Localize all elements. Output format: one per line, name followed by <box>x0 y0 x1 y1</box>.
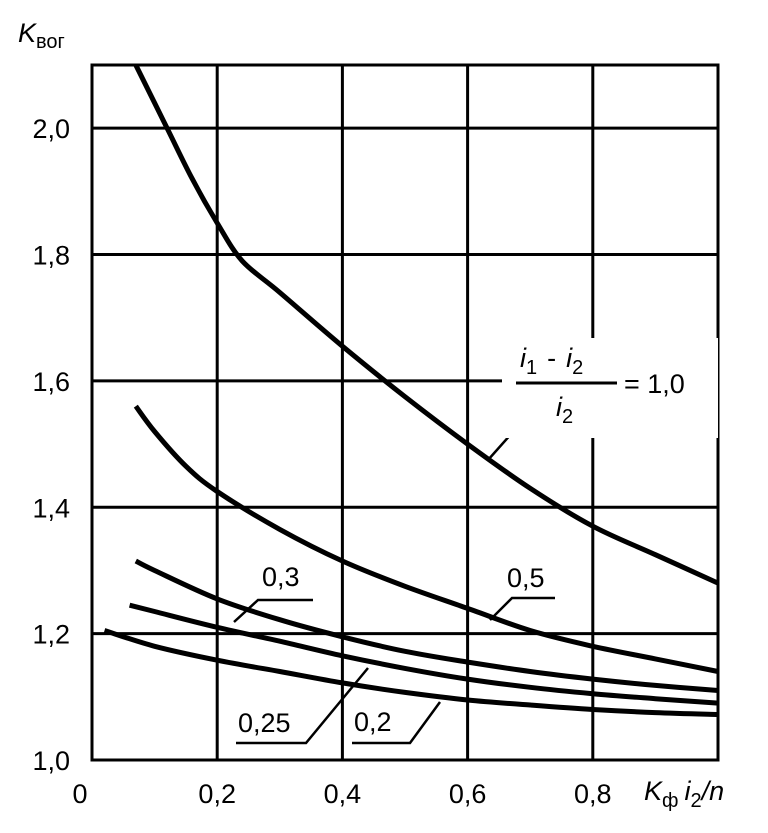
series-label-0-3: 0,3 <box>262 562 300 592</box>
y-tick-label: 1,6 <box>32 367 70 397</box>
x-tick-label: 0,6 <box>449 779 487 809</box>
y-tick-label: 2,0 <box>32 114 70 144</box>
series-label-0-5: 0,5 <box>507 563 545 593</box>
y-tick-labels: 1,0 1,2 1,4 1,6 1,8 2,0 <box>32 114 70 776</box>
leader-0-5 <box>489 596 555 621</box>
x-tick-labels: 0 0,2 0,4 0,6 0,8 <box>72 779 611 809</box>
series-line-0 <box>133 63 720 586</box>
series-line-2 <box>134 558 719 693</box>
formula-label: i1- i2 i2 = 1,0 <box>502 338 718 438</box>
formula-denominator: i2 <box>556 392 573 428</box>
series-label-0-25: 0,25 <box>238 708 291 738</box>
leader-0-25 <box>236 667 369 745</box>
y-tick-label: 1,8 <box>32 241 70 271</box>
y-tick-label: 1,4 <box>32 493 70 523</box>
x-tick-label: 0,2 <box>198 779 236 809</box>
grid-lines <box>92 65 718 760</box>
x-axis-label: Kф i2/n <box>644 776 724 812</box>
x-tick-label: 0,4 <box>324 779 362 809</box>
series-line-3 <box>128 602 719 706</box>
formula-numerator: i1- i2 <box>520 343 583 379</box>
leader-0-2 <box>352 701 442 745</box>
leader-0-3 <box>233 598 313 623</box>
series-line-1 <box>133 404 719 674</box>
y-axis-label: Kвог <box>18 18 65 53</box>
y-tick-label: 1,2 <box>32 620 70 650</box>
series-lines <box>103 63 720 717</box>
x-tick-label: 0 <box>72 779 87 809</box>
x-tick-label: 0,8 <box>574 779 612 809</box>
formula-equals-value: = 1,0 <box>624 369 685 399</box>
series-label-0-2: 0,2 <box>354 707 392 737</box>
formula-background <box>502 338 718 438</box>
series-line-4 <box>103 628 719 717</box>
y-tick-label: 1,0 <box>32 746 70 776</box>
